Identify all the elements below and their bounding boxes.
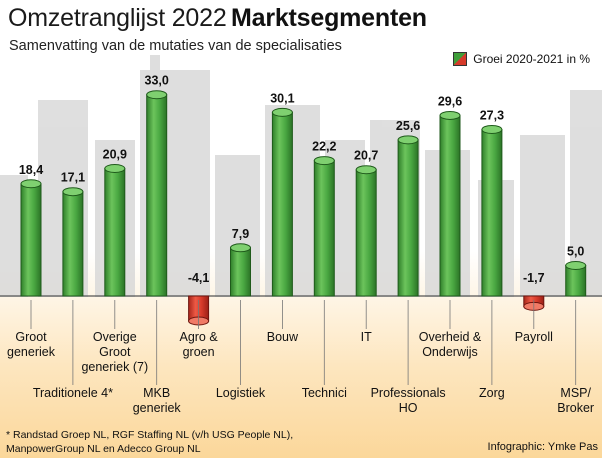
- footnote-line-1: * Randstad Groep NL, RGF Staffing NL (v/…: [6, 429, 294, 441]
- value-label: 17,1: [61, 171, 85, 185]
- category-label: Bouw: [267, 330, 299, 344]
- category-label: IT: [361, 330, 372, 344]
- bar-body: [355, 169, 377, 297]
- value-label: 20,9: [103, 148, 127, 162]
- bar-cap: [397, 135, 419, 145]
- bar: [439, 110, 461, 297]
- legend-label: Groei 2020-2021 in %: [473, 52, 590, 66]
- bar-cap: [271, 107, 293, 117]
- bar-cap: [439, 110, 461, 120]
- subtitle: Samenvatting van de mutaties van de spec…: [9, 38, 342, 54]
- bar: [62, 187, 84, 297]
- bar: [481, 124, 503, 297]
- category-label: Zorg: [479, 386, 505, 400]
- value-label: 20,7: [354, 149, 378, 163]
- bar-body: [146, 94, 168, 297]
- bar-body: [565, 265, 587, 297]
- value-label: 29,6: [438, 94, 462, 108]
- bar: [313, 156, 335, 297]
- bar-cap: [230, 243, 251, 253]
- bar: [397, 135, 419, 297]
- bar-cap: [104, 164, 126, 174]
- value-label: 27,3: [480, 108, 504, 122]
- title-bold: Marktsegmenten: [230, 4, 427, 32]
- value-label: 7,9: [232, 227, 249, 241]
- bar-body: [62, 191, 84, 297]
- category-label: Agro & groen: [179, 330, 218, 359]
- footnote-line-2: ManpowerGroup NL en Adecco Group NL: [6, 443, 201, 455]
- credit: Infographic: Ymke Pas: [487, 441, 598, 453]
- category-label: Technici: [302, 386, 347, 400]
- value-label: 25,6: [396, 119, 420, 133]
- bar-cap: [146, 90, 168, 100]
- title-light: Omzetranglijst 2022: [8, 4, 227, 32]
- category-label: Logistiek: [216, 386, 266, 400]
- bar-cap: [355, 165, 377, 175]
- bar-cap: [481, 124, 503, 134]
- category-label: Payroll: [515, 330, 553, 344]
- bar-body: [439, 114, 461, 297]
- title: Omzetranglijst 2022 Marktsegmenten: [8, 4, 427, 33]
- category-label: MKB generiek: [133, 386, 182, 415]
- bar: [230, 243, 251, 297]
- bar-body: [230, 247, 251, 297]
- category-label: Overige Groot generiek (7): [81, 330, 148, 374]
- legend: Groei 2020-2021 in %: [453, 52, 590, 66]
- bar: [355, 165, 377, 297]
- category-label: Overheid & Onderwijs: [419, 330, 482, 359]
- value-label: 30,1: [270, 91, 294, 105]
- bar-body: [271, 111, 293, 297]
- value-label: 33,0: [145, 74, 169, 88]
- bar-body: [313, 160, 335, 297]
- legend-swatch: [453, 52, 468, 66]
- bar-body: [481, 128, 503, 297]
- value-label: -4,1: [188, 271, 210, 285]
- value-label: 5,0: [567, 245, 584, 259]
- value-label: 22,2: [312, 140, 336, 154]
- bar: [20, 179, 42, 297]
- category-label: Traditionele 4*: [33, 386, 113, 400]
- bar-cap: [62, 187, 84, 197]
- category-label: MSP/Broker: [557, 386, 594, 415]
- bar-cap: [313, 156, 335, 166]
- bar-cap: [20, 179, 42, 189]
- bar-cap: [565, 261, 587, 270]
- bar-body: [397, 139, 419, 297]
- category-label: Groot generiek: [7, 330, 56, 359]
- value-label: -1,7: [523, 271, 545, 285]
- bar: [104, 164, 126, 297]
- bar-body: [20, 183, 42, 297]
- value-label: 18,4: [19, 163, 43, 177]
- bar: [146, 90, 168, 297]
- bar: [271, 107, 293, 297]
- bar-body: [104, 168, 126, 297]
- category-label: Professionals HO: [371, 386, 446, 415]
- footnote: * Randstad Groep NL, RGF Staffing NL (v/…: [6, 428, 293, 456]
- bar: [565, 261, 587, 297]
